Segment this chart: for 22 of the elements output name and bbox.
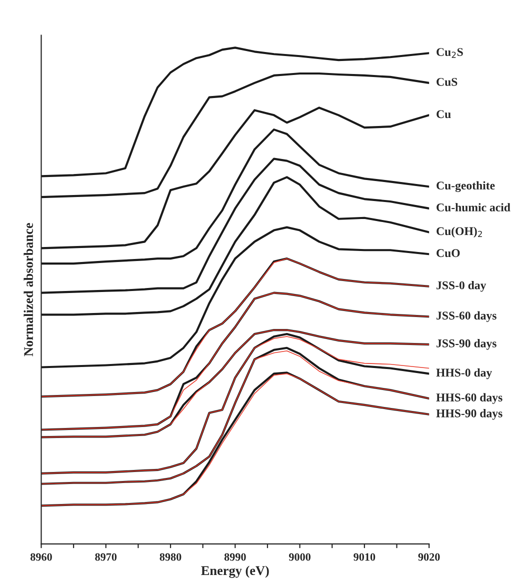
x-tick-label: 9020: [418, 553, 440, 561]
x-tick-label: 9000: [288, 553, 310, 561]
x-tick-label: 9010: [354, 553, 376, 561]
x-tick-label: 8970: [95, 553, 117, 561]
x-tick-label: 8960: [30, 553, 52, 561]
series-label: CuO: [436, 249, 460, 258]
x-tick-label: 8980: [160, 553, 182, 561]
series-label: JSS-90 days: [436, 339, 496, 350]
series-label: HHS-0 day: [436, 368, 492, 380]
series-label: HHS-60 days: [436, 393, 502, 404]
series-label: Cu$_{2}$S: [436, 48, 463, 58]
series-label: JSS-0 day: [436, 280, 486, 292]
y-axis-title: Normalized absorbance: [24, 223, 33, 356]
series-label: JSS-60 days: [436, 311, 496, 322]
series-label: CuS: [436, 78, 458, 86]
series-label: Cu: [436, 110, 451, 118]
series-label: Cu-geothite: [436, 181, 495, 192]
series-label: HHS-90 days: [436, 409, 502, 420]
x-tick-label: 8990: [224, 553, 246, 561]
series-label: Cu-humic acid: [436, 203, 510, 212]
x-axis-title: Energy (eV): [201, 566, 269, 578]
series-label: Cu(OH)$_{2}$: [436, 226, 482, 238]
